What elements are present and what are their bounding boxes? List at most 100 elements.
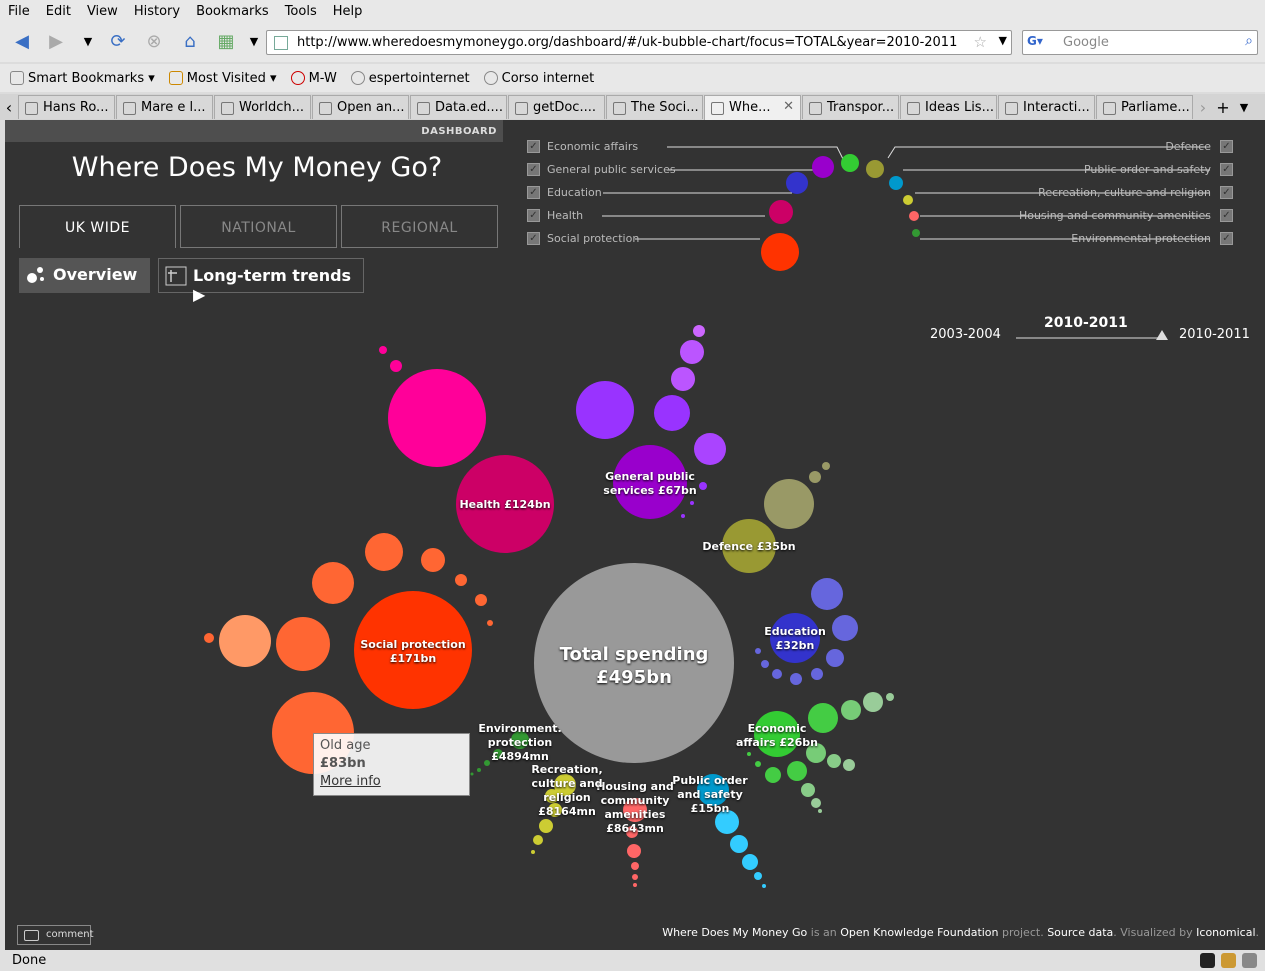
menu-file[interactable]: File: [8, 3, 30, 19]
legend-checkbox[interactable]: ✓: [1220, 232, 1233, 245]
category-bubble[interactable]: [456, 455, 554, 553]
sub-bubble[interactable]: [811, 578, 843, 610]
browser-tab[interactable]: Mare e l...: [116, 95, 213, 119]
sub-bubble[interactable]: [742, 854, 758, 870]
sub-bubble[interactable]: [470, 772, 474, 776]
sub-bubble[interactable]: [631, 862, 639, 870]
sub-bubble[interactable]: [627, 844, 641, 858]
sub-bubble[interactable]: [204, 633, 214, 643]
toolbar-dropdown-icon[interactable]: ▼: [249, 34, 259, 48]
close-tab-icon[interactable]: ✕: [783, 99, 794, 114]
sub-bubble[interactable]: [762, 884, 766, 888]
tab-national[interactable]: NATIONAL: [180, 205, 337, 248]
legend-checkbox[interactable]: ✓: [1220, 209, 1233, 222]
bookmark-star-icon[interactable]: ☆: [973, 33, 987, 51]
sub-bubble[interactable]: [680, 340, 704, 364]
sub-bubble[interactable]: [365, 533, 403, 571]
bookmark-espertointernet[interactable]: espertointernet: [350, 71, 470, 86]
browser-tab[interactable]: getDoc....: [508, 95, 605, 119]
back-icon[interactable]: ◀: [15, 30, 29, 52]
browser-tab[interactable]: Interacti...: [998, 95, 1095, 119]
category-bubble[interactable]: [554, 774, 576, 796]
sub-bubble[interactable]: [219, 615, 271, 667]
sub-bubble[interactable]: [747, 752, 751, 756]
sub-bubble[interactable]: [754, 872, 762, 880]
footer-okf-link[interactable]: Open Knowledge Foundation: [840, 926, 999, 939]
legend-checkbox[interactable]: ✓: [527, 232, 540, 245]
menu-bookmarks[interactable]: Bookmarks: [196, 3, 269, 19]
sub-bubble[interactable]: [484, 760, 490, 766]
sub-bubble[interactable]: [827, 754, 841, 768]
sub-bubble[interactable]: [832, 615, 858, 641]
comment-button[interactable]: comment: [17, 925, 94, 945]
sub-bubble[interactable]: [765, 767, 781, 783]
legend-checkbox[interactable]: ✓: [1220, 140, 1233, 153]
tab-scroll-left-icon[interactable]: ‹: [5, 98, 13, 117]
sub-bubble[interactable]: [755, 648, 761, 654]
sub-bubble[interactable]: [811, 668, 823, 680]
legend-dot[interactable]: [889, 176, 903, 190]
category-bubble[interactable]: [613, 445, 687, 519]
stop-icon[interactable]: ⊗: [146, 30, 162, 52]
browser-tab[interactable]: Whe... ✕: [704, 95, 801, 120]
new-tab-icon[interactable]: +: [1216, 98, 1230, 117]
sub-bubble[interactable]: [886, 693, 894, 701]
search-input[interactable]: G▾ Google ⌕: [1022, 30, 1258, 55]
bookmark-corso-internet[interactable]: Corso internet: [483, 71, 594, 86]
footer-site-name[interactable]: Where Does My Money Go: [662, 926, 808, 939]
timeline-handle[interactable]: [1156, 330, 1168, 340]
sub-bubble[interactable]: [715, 810, 739, 834]
timeline-track[interactable]: [1016, 337, 1164, 339]
legend-checkbox[interactable]: ✓: [1220, 186, 1233, 199]
legend-dot[interactable]: [912, 229, 920, 237]
map-icon[interactable]: ▦: [217, 30, 235, 52]
sub-bubble[interactable]: [694, 433, 726, 465]
tab-uk-wide[interactable]: UK WIDE: [19, 205, 176, 248]
url-bar[interactable]: http://www.wheredoesmymoneygo.org/dashbo…: [266, 30, 1012, 55]
sub-bubble[interactable]: [699, 482, 707, 490]
category-bubble[interactable]: [623, 798, 647, 822]
reload-icon[interactable]: ⟳: [110, 30, 126, 52]
sub-bubble[interactable]: [826, 649, 844, 667]
legend-dot[interactable]: [769, 200, 793, 224]
sub-bubble[interactable]: [548, 803, 562, 817]
sub-bubble[interactable]: [818, 809, 822, 813]
legend-checkbox[interactable]: ✓: [527, 186, 540, 199]
home-icon[interactable]: ⌂: [184, 30, 196, 52]
sub-bubble[interactable]: [632, 874, 638, 880]
sub-bubble[interactable]: [863, 692, 883, 712]
browser-tab[interactable]: Hans Ro...: [18, 95, 115, 119]
long-term-trends-button[interactable]: Long-term trends ▶: [158, 258, 364, 304]
sub-bubble[interactable]: [533, 835, 543, 845]
sub-bubble[interactable]: [787, 761, 807, 781]
history-dropdown-icon[interactable]: ▼: [83, 34, 93, 48]
url-dropdown-icon[interactable]: ▼: [998, 34, 1007, 47]
category-bubble[interactable]: [754, 711, 800, 757]
sub-bubble[interactable]: [276, 617, 330, 671]
sub-bubble[interactable]: [681, 514, 685, 518]
sub-bubble[interactable]: [487, 620, 493, 626]
sub-bubble[interactable]: [843, 759, 855, 771]
sub-bubble[interactable]: [693, 325, 705, 337]
menu-help[interactable]: Help: [332, 3, 363, 19]
search-engine-icon[interactable]: G▾: [1027, 34, 1043, 48]
browser-tab[interactable]: Ideas Lis...: [900, 95, 997, 119]
sub-bubble[interactable]: [690, 501, 694, 505]
greasemonkey-icon[interactable]: [1221, 953, 1236, 968]
sub-bubble[interactable]: [390, 360, 402, 372]
legend-checkbox[interactable]: ✓: [527, 140, 540, 153]
category-bubble[interactable]: [354, 591, 472, 709]
browser-tab[interactable]: Parliame...: [1096, 95, 1193, 119]
footer-iconomical-link[interactable]: Iconomical: [1196, 926, 1256, 939]
browser-tab[interactable]: Worldch...: [214, 95, 311, 119]
sub-bubble[interactable]: [539, 819, 553, 833]
legend-checkbox[interactable]: ✓: [527, 209, 540, 222]
legend-checkbox[interactable]: ✓: [527, 163, 540, 176]
legend-dot[interactable]: [841, 154, 859, 172]
search-icon[interactable]: ⌕: [1245, 33, 1253, 49]
addon-icon[interactable]: [1242, 953, 1257, 968]
sub-bubble[interactable]: [626, 826, 638, 838]
sub-bubble[interactable]: [801, 783, 815, 797]
sub-bubble[interactable]: [475, 594, 487, 606]
sub-bubble[interactable]: [809, 471, 821, 483]
